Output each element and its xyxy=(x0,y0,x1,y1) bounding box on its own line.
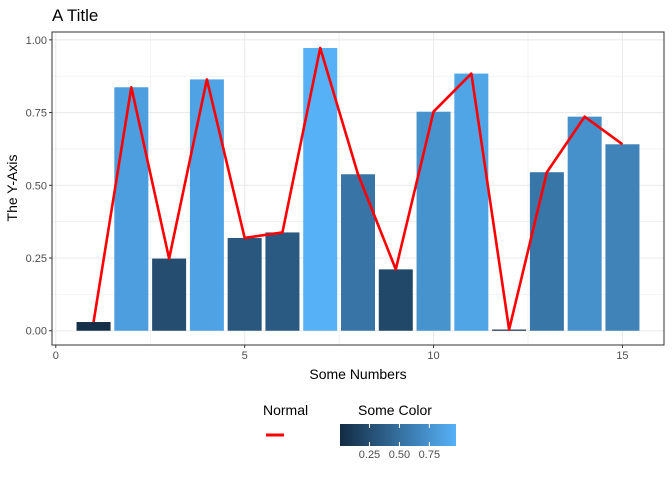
bar-7 xyxy=(303,47,338,331)
legend-normal-title: Normal xyxy=(263,402,308,418)
x-tick-label: 10 xyxy=(427,350,439,362)
color-bar-tick-label: 0.75 xyxy=(419,449,440,461)
bars xyxy=(76,47,640,331)
y-axis-title: The Y-Axis xyxy=(4,155,20,222)
bar-5 xyxy=(227,237,262,331)
bar-1 xyxy=(76,322,111,331)
y-tick-label: 0.75 xyxy=(26,108,47,120)
normal-line xyxy=(92,46,624,331)
y-axis-ticks: 0.00 0.25 0.50 0.75 1.00 xyxy=(26,35,52,338)
y-tick-label: 0.00 xyxy=(26,326,47,338)
bar-11 xyxy=(454,73,489,331)
legend-color-title: Some Color xyxy=(358,402,432,418)
x-tick-label: 15 xyxy=(616,350,628,362)
bar-10 xyxy=(416,111,451,331)
bar-8 xyxy=(341,174,375,331)
bar-4 xyxy=(189,79,224,331)
x-tick-label: 0 xyxy=(53,350,59,362)
color-bar-tick-label: 0.25 xyxy=(359,449,380,461)
x-tick-label: 5 xyxy=(242,350,248,362)
x-axis-ticks: 0 5 10 15 xyxy=(53,345,629,362)
color-bar-ticks: 0.25 0.50 0.75 xyxy=(359,424,440,461)
color-bar-tick-label: 0.50 xyxy=(389,449,410,461)
color-bar xyxy=(340,424,456,446)
bar-6 xyxy=(265,232,300,331)
bar-3 xyxy=(152,258,187,331)
legend: Normal Some Color 0.25 0.50 0.75 xyxy=(263,402,456,461)
normal-line-layer xyxy=(92,46,624,331)
bar-9 xyxy=(378,269,413,331)
y-tick-label: 1.00 xyxy=(26,35,47,47)
bar-15 xyxy=(605,144,640,331)
x-axis-title: Some Numbers xyxy=(309,366,406,382)
chart-title: A Title xyxy=(52,6,98,25)
bar-2 xyxy=(114,87,149,331)
y-tick-label: 0.50 xyxy=(26,180,47,192)
y-tick-label: 0.25 xyxy=(26,253,47,265)
bar-13 xyxy=(529,172,564,331)
bar-14 xyxy=(567,116,602,331)
plot-panel-border xyxy=(51,31,665,346)
